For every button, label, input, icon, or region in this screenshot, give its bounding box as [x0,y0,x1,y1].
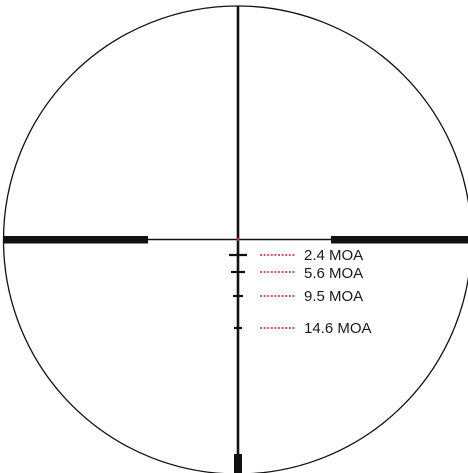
right-thick-post [331,236,468,244]
center-aim-point [236,237,240,242]
moa-label-4: 14.6 MOA [304,320,372,337]
bottom-thick-post [234,454,242,473]
moa-label-1: 2.4 MOA [304,247,363,264]
left-thick-post [4,236,148,244]
moa-label-3: 9.5 MOA [304,288,363,305]
moa-label-2: 5.6 MOA [304,265,363,282]
